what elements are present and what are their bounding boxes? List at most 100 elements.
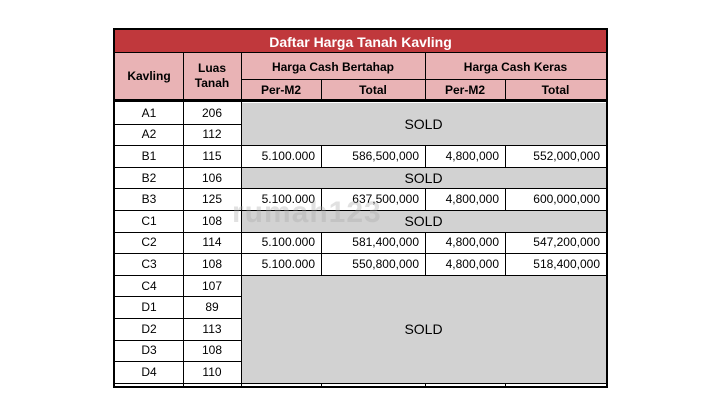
bertahap-total-cell: 586,500,000: [352, 148, 419, 163]
header-col-divider: [425, 53, 426, 99]
kavling-cell: D3: [141, 343, 157, 358]
header-divider: [241, 79, 606, 80]
row-divider: [115, 274, 241, 276]
header-luas-tanah: Luas Tanah: [183, 53, 241, 99]
bertahap-per-m2-cell: 5.100.000: [261, 148, 315, 163]
keras-total-cell: 552,000,000: [533, 148, 600, 163]
kavling-cell: D2: [141, 321, 157, 336]
sold-block: SOLD: [241, 275, 606, 383]
row-divider: [241, 274, 606, 276]
luas-cell: 107: [201, 278, 223, 293]
luas-cell: 110: [202, 364, 222, 379]
header-luas-line1: Luas: [197, 61, 226, 75]
row-divider: [115, 339, 241, 341]
kavling-cell: D4: [141, 364, 157, 379]
kavling-cell: C3: [141, 256, 157, 271]
header-keras-per-m2: Per-M2: [425, 80, 505, 99]
keras-per-m2-cell: 4,800,000: [445, 148, 499, 163]
col-divider: [505, 145, 506, 167]
kavling-cell: C4: [141, 278, 157, 293]
luas-cell: 108: [201, 213, 223, 228]
sold-block: SOLD: [241, 103, 606, 146]
col-divider: [321, 188, 322, 210]
luas-cell: 108: [201, 256, 223, 271]
luas-cell: 108: [201, 343, 223, 358]
row-divider: [115, 231, 241, 233]
col-divider: [505, 231, 506, 254]
luas-cell: 125: [201, 192, 223, 207]
header-luas-line2: Tanah: [194, 76, 230, 90]
header-bottom-border: [115, 99, 606, 102]
col-divider: [183, 102, 184, 386]
col-divider: [321, 382, 322, 386]
row-divider: [115, 123, 241, 125]
row-divider: [115, 188, 241, 190]
col-divider: [321, 253, 322, 275]
row-divider: [115, 361, 241, 363]
col-divider: [425, 145, 426, 167]
col-divider: [321, 231, 322, 254]
price-table: Daftar Harga Tanah Kavling Kavling Luas …: [113, 28, 608, 388]
row-divider: [241, 166, 606, 168]
keras-per-m2-cell: 4,800,000: [445, 256, 499, 271]
luas-cell: 106: [201, 170, 223, 185]
sold-block: SOLD: [241, 167, 606, 189]
row-divider: [241, 188, 606, 190]
col-divider: [505, 253, 506, 275]
col-divider: [425, 382, 426, 386]
header-bertahap-per-m2: Per-M2: [241, 80, 321, 99]
keras-total-cell: 600,000,000: [533, 192, 600, 207]
table-title: Daftar Harga Tanah Kavling: [115, 30, 606, 53]
row-divider: [115, 382, 241, 384]
kavling-cell: B2: [141, 170, 157, 185]
row-divider: [115, 253, 241, 255]
keras-total-cell: 547,200,000: [533, 235, 600, 250]
row-divider: [115, 145, 241, 147]
col-divider: [425, 253, 426, 275]
sold-block: SOLD: [241, 211, 606, 232]
col-divider: [321, 145, 322, 167]
col-divider: [241, 102, 242, 386]
luas-cell: 206: [201, 105, 223, 120]
row-divider: [241, 145, 606, 147]
row-divider: [115, 296, 241, 298]
row-divider: [241, 231, 606, 233]
bertahap-total-cell: 637,500,000: [352, 192, 419, 207]
header-col-divider: [505, 80, 506, 99]
luas-cell: 89: [205, 300, 219, 315]
row-divider: [115, 210, 241, 211]
col-divider: [425, 231, 426, 254]
header-col-divider: [321, 80, 322, 99]
keras-per-m2-cell: 4,800,000: [445, 235, 499, 250]
col-divider: [505, 382, 506, 386]
kavling-cell: B1: [141, 148, 157, 163]
kavling-cell: A2: [141, 127, 157, 142]
kavling-cell: B3: [141, 192, 157, 207]
bertahap-per-m2-cell: 5.100.000: [261, 256, 315, 271]
row-divider: [115, 166, 241, 168]
header-cash-bertahap: Harga Cash Bertahap: [241, 53, 425, 80]
col-divider: [505, 188, 506, 210]
row-divider: [115, 318, 241, 319]
kavling-cell: A1: [141, 105, 157, 120]
row-divider: [241, 253, 606, 255]
header-col-divider: [241, 53, 242, 99]
luas-cell: 114: [202, 235, 222, 250]
luas-cell: 113: [202, 321, 222, 336]
kavling-cell: C2: [141, 235, 157, 250]
header-col-divider: [183, 53, 184, 99]
luas-cell: 115: [202, 148, 222, 163]
row-divider: [241, 210, 606, 211]
keras-total-cell: 518,400,000: [533, 256, 600, 271]
header-bertahap-total: Total: [321, 80, 425, 99]
bertahap-per-m2-cell: 5.100.000: [261, 192, 315, 207]
bertahap-per-m2-cell: 5.100.000: [261, 235, 315, 250]
kavling-cell: C1: [141, 213, 157, 228]
row-divider: [241, 382, 606, 384]
bertahap-total-cell: 581,400,000: [352, 235, 419, 250]
kavling-cell: D1: [141, 300, 157, 315]
header-cash-keras: Harga Cash Keras: [425, 53, 606, 80]
bertahap-total-cell: 550,800,000: [352, 256, 419, 271]
header-keras-total: Total: [505, 80, 606, 99]
header-border: [115, 52, 606, 53]
